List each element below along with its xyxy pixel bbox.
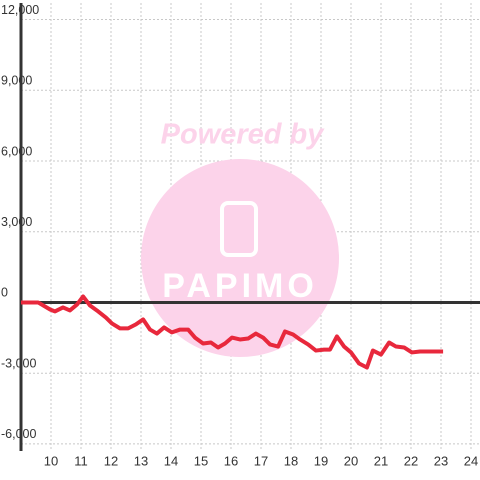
watermark-icon: [220, 201, 258, 257]
watermark-circle: [141, 159, 339, 357]
data-line: [21, 294, 444, 370]
y-tick-label: 3,000: [1, 215, 32, 229]
x-tick-label: 10: [44, 453, 58, 468]
x-tick-label: 23: [434, 453, 448, 468]
x-tick-label: 24: [464, 453, 478, 468]
x-tick-label: 18: [284, 453, 298, 468]
y-tick-label: 6,000: [1, 144, 32, 158]
x-tick-label: 12: [104, 453, 118, 468]
y-tick-label: 0: [1, 286, 8, 300]
y-tick-label: -6,000: [1, 427, 36, 441]
x-tick-label: 13: [134, 453, 148, 468]
x-tick-label: 16: [224, 453, 238, 468]
watermark-logo: PAPIMO: [162, 267, 318, 305]
x-tick-label: 17: [254, 453, 268, 468]
watermark-text: Powered by: [161, 119, 326, 151]
x-tick-label: 21: [374, 453, 388, 468]
x-tick-label: 14: [164, 453, 178, 468]
x-tick-label: 20: [344, 453, 358, 468]
x-tick-label: 19: [314, 453, 328, 468]
x-tick-label: 11: [74, 453, 88, 468]
y-tick-label: 9,000: [1, 74, 32, 88]
watermark: Powered by PAPIMO: [141, 119, 339, 357]
x-tick-label: 15: [194, 453, 208, 468]
x-tick-label: 22: [404, 453, 418, 468]
y-tick-label: -3,000: [1, 356, 36, 370]
